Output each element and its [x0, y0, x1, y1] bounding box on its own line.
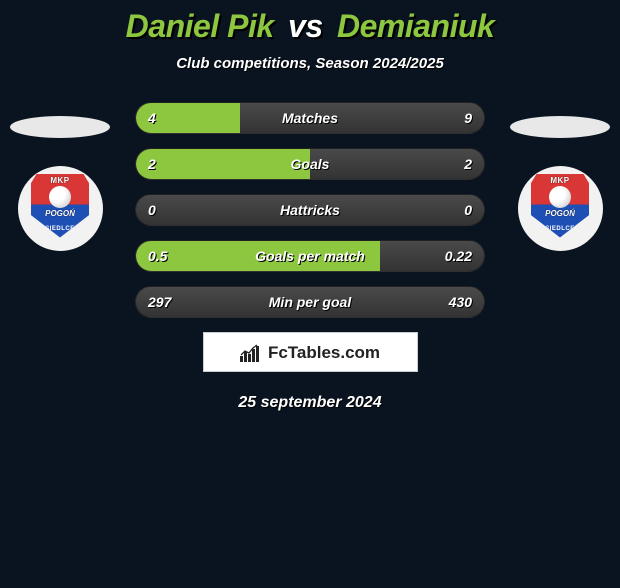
badge-text-top: MKP — [31, 176, 89, 185]
stat-row: 4Matches9 — [135, 102, 485, 134]
comparison-title: Daniel Pik vs Demianiuk — [0, 8, 620, 45]
stat-row: 297Min per goal430 — [135, 286, 485, 318]
stat-value-right: 9 — [464, 110, 472, 126]
stat-row: 0.5Goals per match0.22 — [135, 240, 485, 272]
bar-chart-icon — [240, 344, 262, 362]
badge-text-mid: POGOŃ — [31, 209, 89, 218]
badge-ball-icon — [49, 186, 71, 208]
brand-text: FcTables.com — [268, 343, 380, 363]
stat-label: Hattricks — [136, 202, 484, 218]
stat-row: 2Goals2 — [135, 148, 485, 180]
player2-marker — [510, 116, 610, 138]
player1-club-badge: MKP POGOŃ SIEDLCE — [18, 166, 103, 251]
stat-row: 0Hattricks0 — [135, 194, 485, 226]
vs-text: vs — [288, 8, 323, 44]
player1-marker — [10, 116, 110, 138]
stat-rows: 4Matches9 2Goals2 0Hattricks0 0.5Goals per … — [135, 102, 485, 318]
content: MKP POGOŃ SIEDLCE MKP POGOŃ SIEDLCE 4Ma — [0, 102, 620, 318]
stat-value-right: 430 — [449, 294, 472, 310]
right-side: MKP POGOŃ SIEDLCE — [510, 102, 610, 251]
stat-value-right: 0 — [464, 202, 472, 218]
stat-label: Matches — [136, 110, 484, 126]
stat-label: Goals — [136, 156, 484, 172]
stat-label: Min per goal — [136, 294, 484, 310]
badge-text-bot: SIEDLCE — [31, 226, 89, 232]
left-side: MKP POGOŃ SIEDLCE — [10, 102, 110, 251]
player1-name: Daniel Pik — [126, 8, 274, 44]
stat-value-right: 0.22 — [445, 248, 472, 264]
date-text: 25 september 2024 — [0, 394, 620, 412]
player2-club-badge: MKP POGOŃ SIEDLCE — [518, 166, 603, 251]
stat-label: Goals per match — [136, 248, 484, 264]
brand-box: FcTables.com — [203, 332, 418, 372]
subtitle: Club competitions, Season 2024/2025 — [0, 55, 620, 72]
stat-value-right: 2 — [464, 156, 472, 172]
player2-name: Demianiuk — [337, 8, 494, 44]
